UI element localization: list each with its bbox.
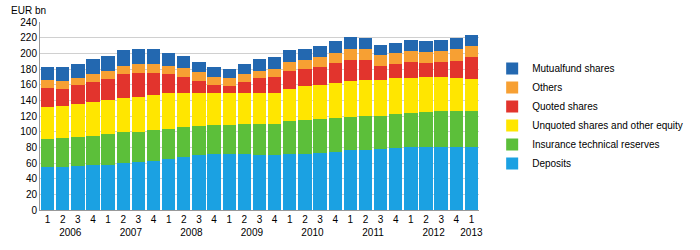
svg-text:Deposits: Deposits: [532, 158, 571, 169]
svg-text:3: 3: [438, 214, 444, 225]
svg-text:2013: 2013: [460, 227, 483, 238]
svg-text:220: 220: [20, 32, 37, 43]
svg-text:0: 0: [31, 205, 37, 216]
svg-text:140: 140: [20, 95, 37, 106]
svg-text:100: 100: [20, 126, 37, 137]
svg-text:EUR bn: EUR bn: [11, 5, 46, 16]
svg-text:2010: 2010: [301, 227, 324, 238]
svg-text:1: 1: [166, 214, 172, 225]
svg-text:60: 60: [26, 158, 38, 169]
svg-text:2: 2: [181, 214, 187, 225]
svg-text:4: 4: [272, 214, 278, 225]
svg-text:2008: 2008: [180, 227, 203, 238]
svg-text:240: 240: [20, 17, 37, 28]
svg-text:2006: 2006: [59, 227, 82, 238]
svg-text:2: 2: [302, 214, 308, 225]
svg-text:Quoted shares: Quoted shares: [532, 101, 598, 112]
svg-text:2: 2: [120, 214, 126, 225]
svg-text:4: 4: [393, 214, 399, 225]
svg-text:Insurance technical reserves: Insurance technical reserves: [532, 139, 659, 150]
svg-text:1: 1: [287, 214, 293, 225]
svg-text:Unquoted shares and other equi: Unquoted shares and other equity: [532, 120, 683, 131]
svg-text:160: 160: [20, 79, 37, 90]
svg-text:40: 40: [26, 173, 38, 184]
svg-text:2: 2: [363, 214, 369, 225]
svg-text:3: 3: [75, 214, 81, 225]
svg-text:1: 1: [348, 214, 354, 225]
svg-text:180: 180: [20, 64, 37, 75]
svg-text:1: 1: [105, 214, 111, 225]
svg-text:1: 1: [45, 214, 51, 225]
svg-text:80: 80: [26, 142, 38, 153]
svg-text:2011: 2011: [362, 227, 384, 238]
svg-text:3: 3: [317, 214, 323, 225]
svg-text:Others: Others: [532, 82, 562, 93]
svg-text:2: 2: [60, 214, 66, 225]
svg-text:4: 4: [332, 214, 338, 225]
svg-text:20: 20: [26, 189, 38, 200]
svg-text:2007: 2007: [120, 227, 143, 238]
svg-text:4: 4: [151, 214, 157, 225]
svg-text:4: 4: [211, 214, 217, 225]
svg-text:2009: 2009: [241, 227, 264, 238]
svg-text:1: 1: [408, 214, 414, 225]
svg-text:3: 3: [257, 214, 263, 225]
svg-text:200: 200: [20, 48, 37, 59]
svg-text:3: 3: [378, 214, 384, 225]
svg-text:2012: 2012: [422, 227, 445, 238]
svg-text:2: 2: [242, 214, 248, 225]
svg-text:2: 2: [423, 214, 429, 225]
svg-text:1: 1: [469, 214, 475, 225]
svg-text:4: 4: [454, 214, 460, 225]
svg-text:Mutualfund shares: Mutualfund shares: [532, 63, 614, 74]
svg-text:3: 3: [136, 214, 142, 225]
svg-text:1: 1: [226, 214, 232, 225]
svg-text:120: 120: [20, 111, 37, 122]
svg-text:3: 3: [196, 214, 202, 225]
svg-text:4: 4: [90, 214, 96, 225]
